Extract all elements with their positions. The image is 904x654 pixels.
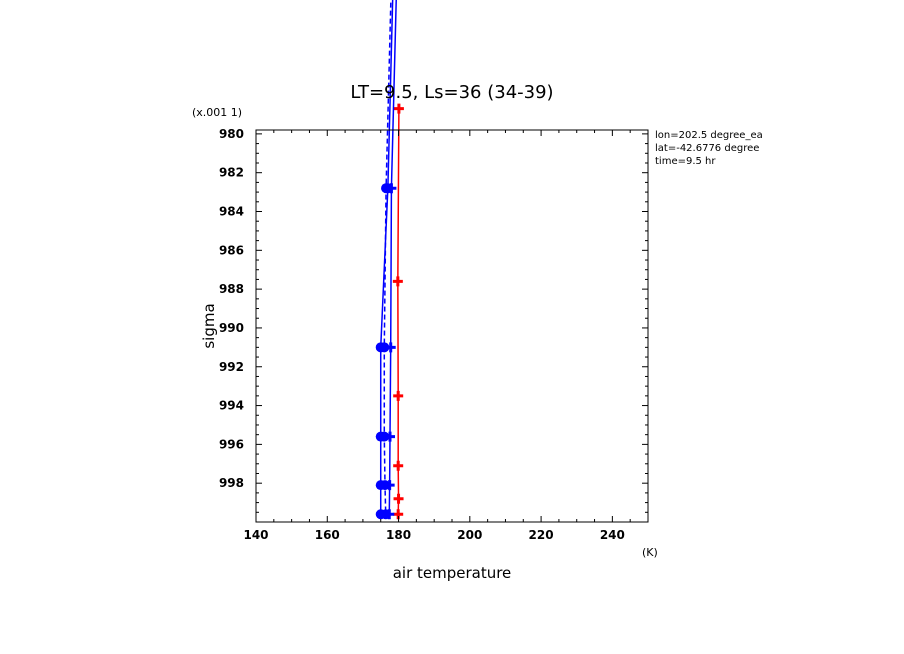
- info-lon: lon=202.5 degree_ea: [655, 130, 763, 141]
- info-clip-mask: [780, 128, 904, 170]
- x-tick-label: 180: [386, 528, 411, 542]
- series-0-point: [393, 390, 404, 401]
- series-3-point: [379, 342, 390, 353]
- x-tick-label: 200: [457, 528, 482, 542]
- y-tick-label: 990: [219, 321, 244, 335]
- y-tick-label: 982: [219, 166, 244, 180]
- y-tick-label: 984: [219, 205, 244, 219]
- series-0-line: [397, 108, 400, 515]
- series-0-point: [392, 276, 403, 287]
- y-tick-label: 994: [219, 399, 244, 413]
- y-scale-note: (x.001 1): [192, 106, 242, 119]
- x-tick-label: 240: [600, 528, 625, 542]
- x-axis-label: air temperature: [393, 564, 512, 582]
- series-0-point: [393, 460, 404, 471]
- x-tick-label: 220: [529, 528, 554, 542]
- y-tick-label: 992: [219, 360, 244, 374]
- y-tick-label: 998: [219, 476, 244, 490]
- series-3-point: [380, 480, 391, 491]
- chart-title: LT=9.5, Ls=36 (34-39): [350, 82, 553, 103]
- series-0-point: [393, 103, 404, 114]
- series-0-point: [393, 493, 404, 504]
- series-3: [379, 0, 392, 520]
- series-3-point: [380, 509, 391, 520]
- series-3-point: [381, 183, 392, 194]
- tick-layer: 140 160 180 200 220 240 980 982 984 986 988 990 992 9…: [219, 127, 649, 542]
- x-tick-label: 140: [243, 528, 268, 542]
- info-time: time=9.5 hr: [655, 156, 716, 167]
- y-tick-label: 988: [219, 282, 244, 296]
- x-axis-unit: (K): [642, 546, 658, 559]
- y-tick-label: 996: [219, 437, 244, 451]
- series-0: [392, 103, 404, 520]
- info-lat: lat=-42.6776 degree: [655, 143, 759, 154]
- y-tick-label: 980: [219, 127, 244, 141]
- plot-frame: [255, 129, 649, 523]
- x-tick-label: 160: [315, 528, 340, 542]
- y-axis-label: sigma: [200, 303, 218, 348]
- y-tick-label: 986: [219, 243, 244, 257]
- series-3-point: [379, 431, 390, 442]
- series-layer: [375, 0, 404, 520]
- series-2: [384, 0, 397, 520]
